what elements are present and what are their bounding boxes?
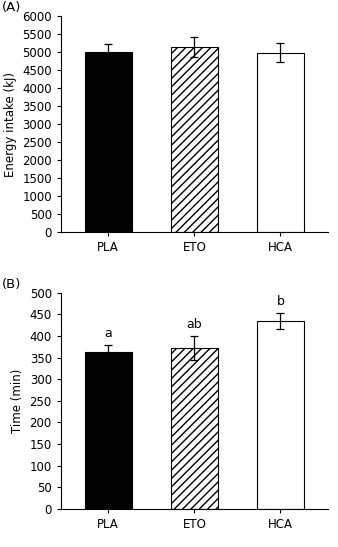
Text: (B): (B) <box>2 278 22 290</box>
Y-axis label: Energy intake (kJ): Energy intake (kJ) <box>4 72 17 177</box>
Text: a: a <box>104 327 112 340</box>
Bar <box>257 53 304 232</box>
Text: (A): (A) <box>2 1 22 14</box>
Bar <box>171 47 218 232</box>
Bar <box>257 321 304 509</box>
Text: b: b <box>276 295 284 309</box>
Y-axis label: Time (min): Time (min) <box>11 369 24 433</box>
Bar <box>84 352 132 509</box>
Text: ab: ab <box>187 318 202 331</box>
Bar <box>171 348 218 509</box>
Bar <box>84 51 132 232</box>
